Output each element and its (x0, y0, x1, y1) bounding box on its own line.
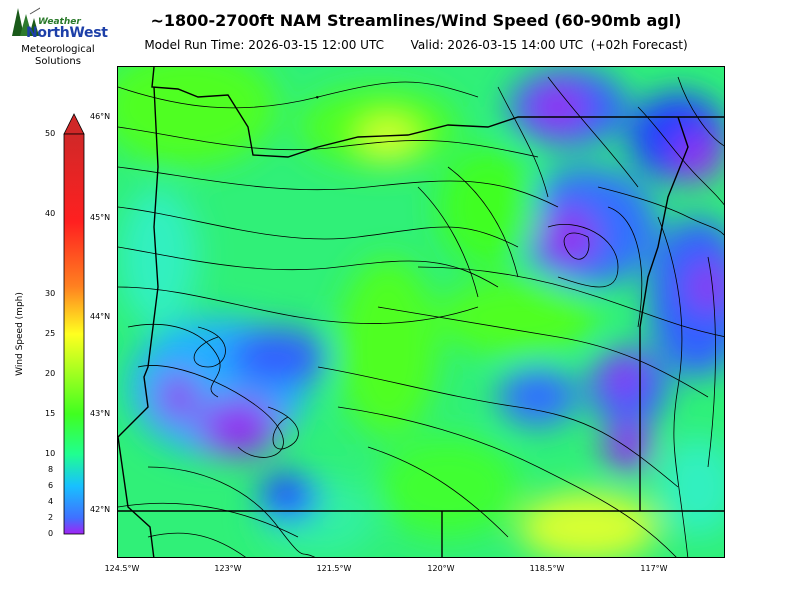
colorbar-tick: 10 (45, 449, 56, 458)
longitude-label: 120°W (427, 564, 455, 573)
wind-map (118, 67, 724, 557)
colorbar-tick: 20 (45, 369, 56, 378)
longitude-label: 118.5°W (529, 564, 565, 573)
logo: Weather NorthWest Meteorological Solutio… (8, 6, 108, 70)
colorbar-tick: 50 (45, 129, 56, 138)
longitude-label: 121.5°W (316, 564, 352, 573)
colorbar-tick: 8 (48, 465, 54, 474)
latitude-label: 43°N (90, 409, 111, 418)
valid-time: Valid: 2026-03-15 14:00 UTC (+02h Foreca… (410, 38, 688, 52)
latitude-label: 46°N (90, 112, 111, 121)
latitude-label: 42°N (90, 505, 111, 514)
logo-line-meteorological: Meteorological (21, 44, 95, 55)
colorbar-tick: 0 (48, 529, 54, 538)
colorbar-tick: 2 (48, 513, 54, 522)
state-borders (118, 67, 724, 557)
longitude-label: 117°W (640, 564, 668, 573)
latitude-label: 45°N (90, 213, 111, 222)
latitude-label: 44°N (90, 312, 111, 321)
colorbar-tick: 4 (48, 497, 54, 506)
page-title: ~1800-2700ft NAM Streamlines/Wind Speed … (150, 11, 682, 30)
map-panel (117, 66, 725, 558)
colorbar-tick: 25 (45, 329, 56, 338)
model-run-time: Model Run Time: 2026-03-15 12:00 UTC (144, 38, 384, 52)
streamlines (118, 76, 724, 557)
colorbar (63, 113, 85, 535)
tree-icon (12, 7, 40, 36)
logo-weather: Weather (38, 17, 81, 27)
colorbar-tick: 30 (45, 289, 56, 298)
run-info: Model Run Time: 2026-03-15 12:00 UTC Val… (100, 38, 732, 52)
colorbar-tick: 6 (48, 481, 54, 490)
logo-subtitle: Meteorological Solutions (8, 44, 108, 68)
logo-line-solutions: Solutions (35, 56, 81, 67)
logo-northwest: NorthWest (26, 25, 108, 41)
colorbar-tick: 15 (45, 409, 56, 418)
colorbar-tick: 40 (45, 209, 56, 218)
longitude-label: 124.5°W (104, 564, 140, 573)
colorbar-label: Wind Speed (mph) (15, 292, 25, 376)
longitude-label: 123°W (214, 564, 242, 573)
